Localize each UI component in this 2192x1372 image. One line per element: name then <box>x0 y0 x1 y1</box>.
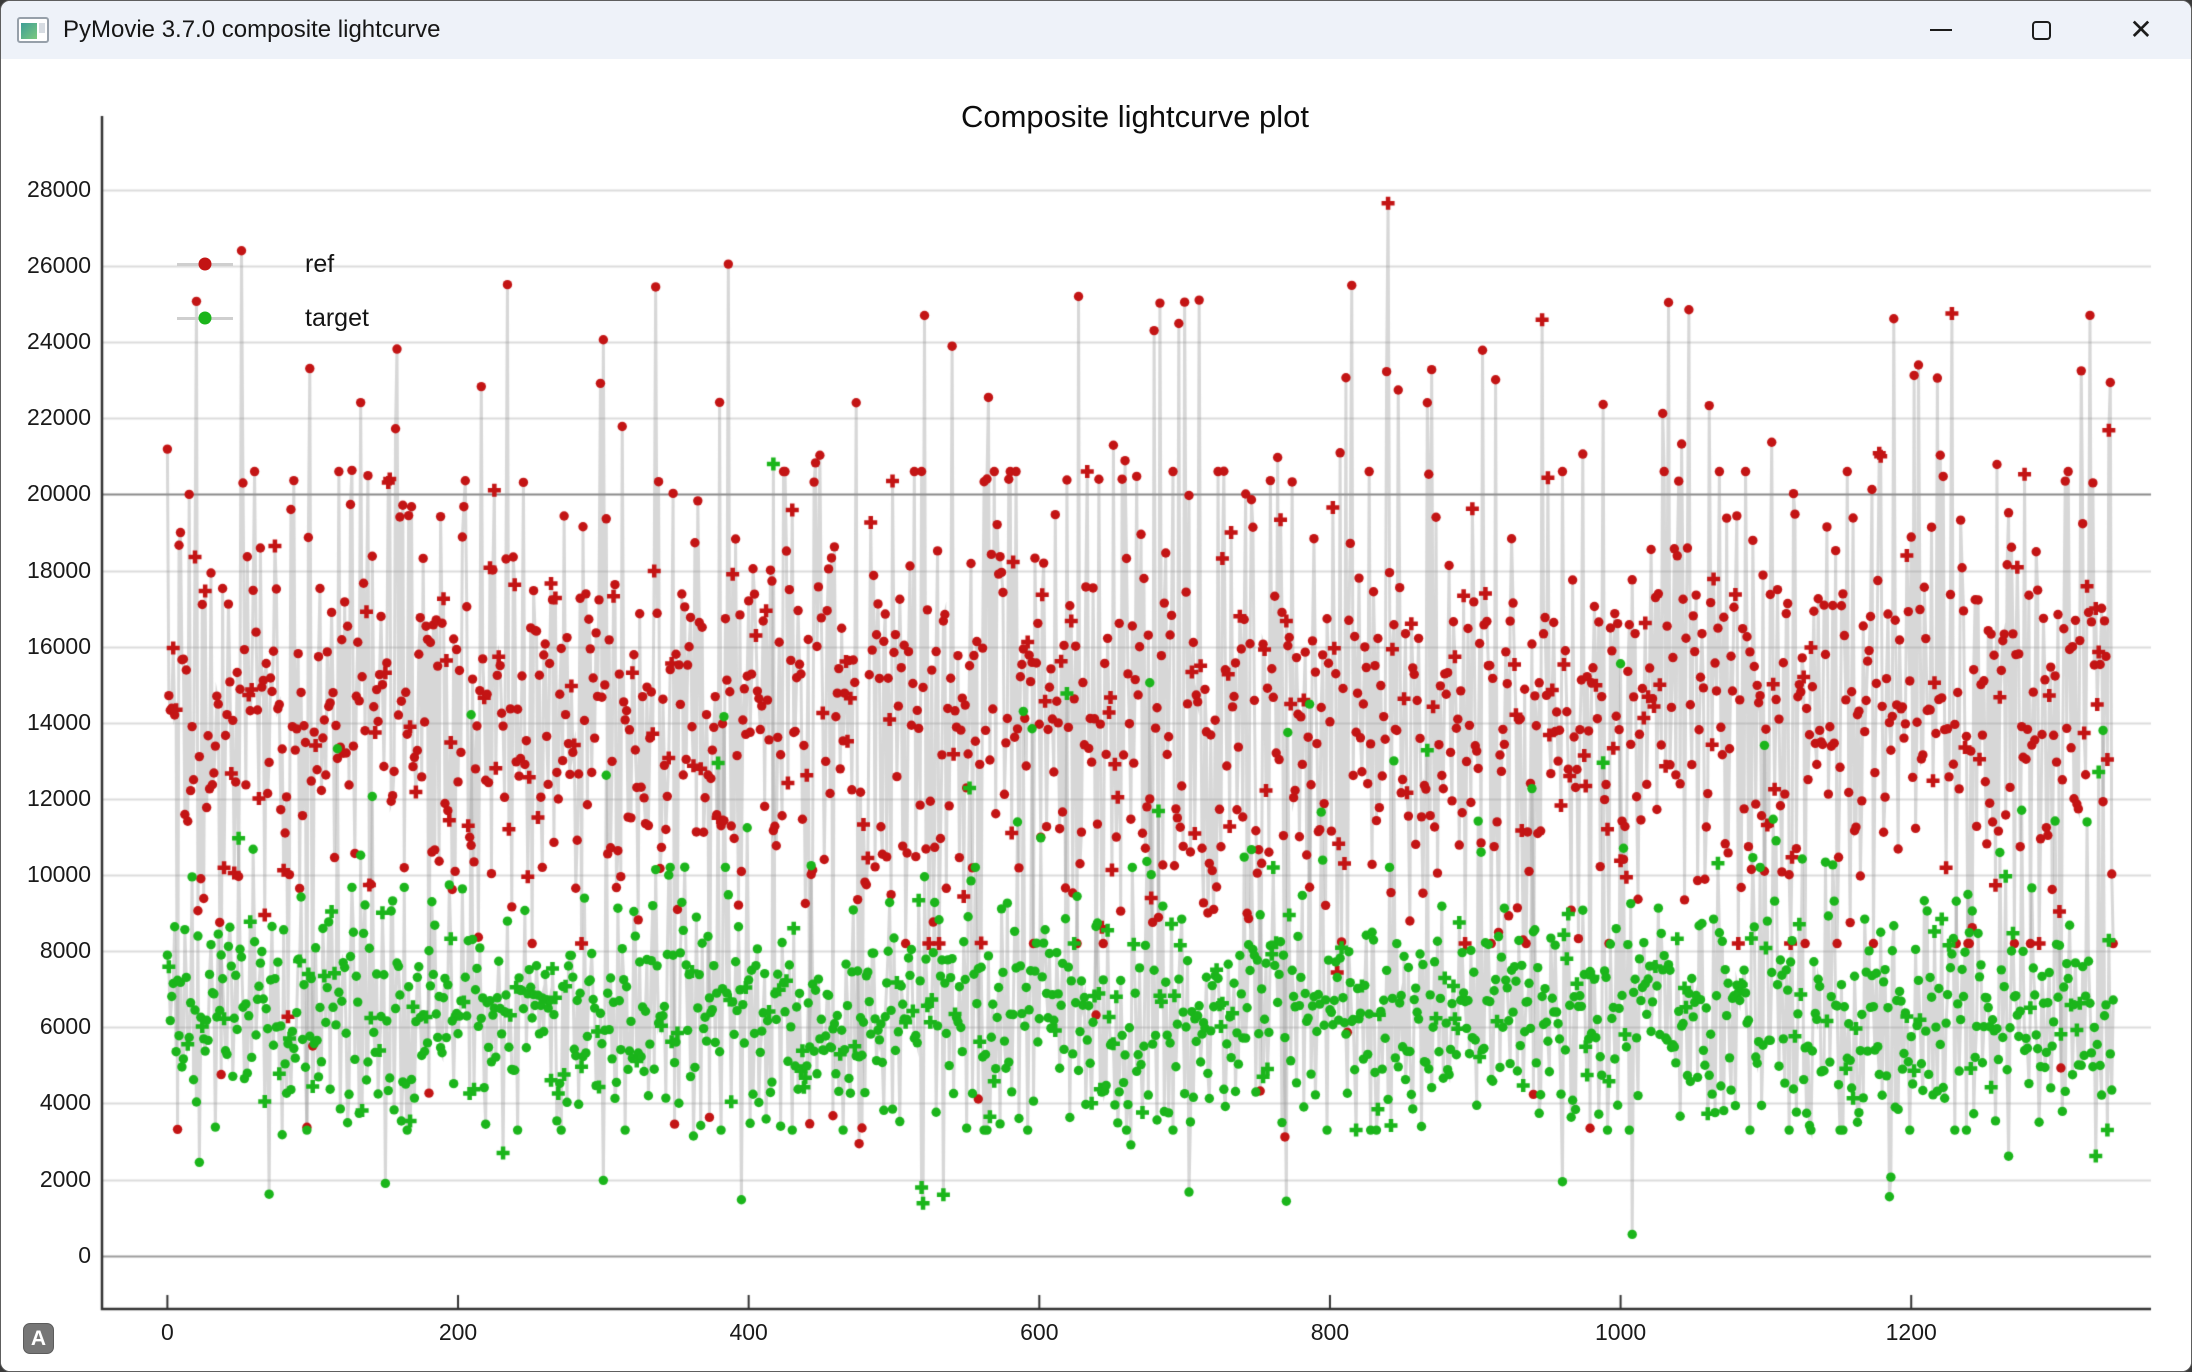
y-tick-label: 12000 <box>27 784 91 811</box>
y-tick-label: 8000 <box>39 937 91 964</box>
window-controls: ✕ <box>1891 1 2191 59</box>
y-tick-label: 0 <box>78 1241 91 1268</box>
minimize-button[interactable] <box>1891 1 1991 59</box>
lightcurve-plot-canvas[interactable] <box>1 59 2191 1371</box>
legend-item-target[interactable]: target <box>177 291 369 345</box>
ref-marker-icon <box>198 257 212 271</box>
legend-label-target: target <box>305 303 369 332</box>
chart-legend[interactable]: ref target <box>177 237 369 345</box>
legend-sample-line <box>177 257 233 271</box>
y-tick-label: 10000 <box>27 861 91 888</box>
x-tick-label: 200 <box>438 1319 478 1345</box>
y-tick-label: 6000 <box>39 1013 91 1040</box>
y-tick-label: 22000 <box>27 404 91 431</box>
minimize-icon <box>1930 28 1952 32</box>
y-tick-label: 18000 <box>27 556 91 583</box>
chart-title: Composite lightcurve plot <box>960 99 1310 134</box>
title-bar[interactable]: PyMovie 3.7.0 composite lightcurve ✕ <box>1 1 2191 59</box>
y-tick-label: 26000 <box>27 252 91 278</box>
x-tick-label: 800 <box>1310 1319 1350 1345</box>
y-tick-label: 16000 <box>27 632 91 659</box>
y-tick-label: 24000 <box>27 328 91 355</box>
window-title: PyMovie 3.7.0 composite lightcurve <box>63 16 441 43</box>
x-tick-label: 1000 <box>1594 1319 1647 1345</box>
close-button[interactable]: ✕ <box>2091 1 2191 59</box>
y-tick-label: 4000 <box>39 1089 91 1116</box>
legend-item-ref[interactable]: ref <box>177 237 369 291</box>
y-tick-label: 14000 <box>27 708 91 735</box>
x-tick-label: 0 <box>160 1319 174 1345</box>
legend-label-ref: ref <box>305 249 335 278</box>
close-icon: ✕ <box>2129 14 2153 45</box>
plot-region: Composite lightcurve plot 0 2000 4000 6000 8… <box>1 59 2191 1371</box>
y-tick-label: 2000 <box>39 1165 91 1192</box>
auto-range-button[interactable]: A <box>23 1323 54 1354</box>
maximize-icon <box>2031 20 2051 40</box>
x-tick-label: 600 <box>1020 1319 1059 1345</box>
y-tick-label: 20000 <box>27 480 91 507</box>
maximize-button[interactable] <box>1991 1 2091 59</box>
legend-sample-line <box>177 311 233 325</box>
app-window-icon <box>17 17 49 43</box>
target-marker-icon <box>198 311 212 325</box>
y-tick-label: 28000 <box>27 175 91 202</box>
x-tick-label: 400 <box>729 1319 768 1345</box>
x-tick-label: 1200 <box>1885 1319 1937 1345</box>
